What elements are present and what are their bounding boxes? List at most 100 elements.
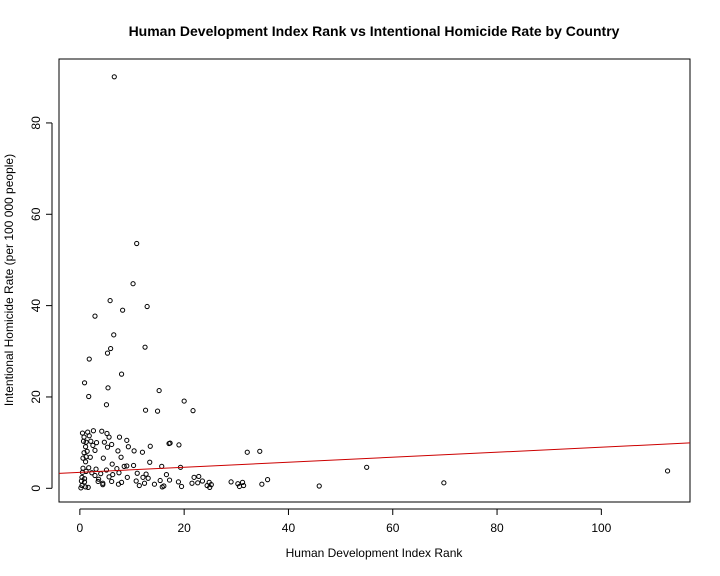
data-point <box>82 459 89 465</box>
data-point <box>159 484 165 490</box>
plot-frame <box>58 58 691 503</box>
data-point <box>86 393 92 400</box>
y-tick-label: 0 <box>29 485 43 492</box>
y-tick-label: 40 <box>29 299 43 313</box>
data-point <box>118 371 125 377</box>
data-point <box>189 480 195 486</box>
data-point <box>264 477 271 483</box>
data-point <box>178 483 185 490</box>
data-point <box>104 350 111 356</box>
data-point <box>163 471 170 478</box>
data-point <box>80 438 87 444</box>
x-axis-label: Human Development Index Rank <box>286 546 464 560</box>
data-point <box>228 479 234 485</box>
data-point <box>111 332 117 338</box>
data-point <box>81 380 88 386</box>
data-point <box>108 345 114 352</box>
data-point <box>124 474 130 480</box>
data-point <box>78 485 84 491</box>
data-point <box>131 448 137 454</box>
data-point <box>191 474 197 480</box>
data-point <box>130 462 137 469</box>
data-point <box>83 468 89 475</box>
data-point <box>144 303 150 310</box>
data-point <box>89 470 95 476</box>
y-tick-label: 80 <box>29 116 43 130</box>
data-point <box>195 480 201 486</box>
data-point <box>104 444 111 450</box>
data-point <box>103 467 110 473</box>
data-point <box>118 454 124 460</box>
data-point <box>142 344 148 350</box>
data-point <box>257 448 263 454</box>
data-point <box>116 434 123 440</box>
data-point <box>83 439 89 445</box>
data-point <box>116 470 122 476</box>
x-tick-label: 100 <box>591 521 611 535</box>
data-point <box>199 478 206 484</box>
data-point <box>190 408 196 414</box>
data-point <box>93 440 100 446</box>
data-point <box>133 478 139 484</box>
data-point <box>101 439 107 445</box>
data-point <box>105 385 111 391</box>
data-point <box>151 481 158 487</box>
data-point <box>441 480 447 486</box>
data-point <box>106 434 112 440</box>
data-point <box>140 474 146 480</box>
data-point <box>109 441 115 448</box>
data-point <box>156 387 162 394</box>
data-point <box>90 442 96 448</box>
data-point <box>99 428 105 434</box>
data-point <box>87 454 93 460</box>
data-point <box>364 464 370 470</box>
y-axis: 0 20 40 60 80 <box>29 116 53 492</box>
trend-line-group <box>58 442 691 474</box>
data-point <box>143 471 149 477</box>
data-point <box>241 482 247 489</box>
data-point <box>110 471 116 478</box>
data-point <box>100 482 106 488</box>
data-points <box>78 74 671 491</box>
data-point <box>79 430 86 436</box>
data-point <box>92 472 98 479</box>
data-point <box>664 468 671 474</box>
x-tick-label: 60 <box>386 521 400 535</box>
data-point <box>154 408 161 414</box>
data-point <box>107 297 113 304</box>
data-point <box>124 463 130 469</box>
data-point <box>109 461 115 467</box>
data-point <box>166 477 173 483</box>
data-point <box>130 281 136 287</box>
data-point <box>196 473 202 480</box>
data-point <box>81 434 87 440</box>
data-point <box>82 444 89 450</box>
data-point <box>115 448 121 454</box>
data-point <box>124 437 130 443</box>
data-point <box>106 474 112 480</box>
data-point <box>96 476 102 482</box>
data-point <box>244 449 250 455</box>
data-point <box>86 356 92 362</box>
data-point <box>100 455 106 461</box>
data-point <box>121 463 127 469</box>
data-point <box>104 430 110 437</box>
data-point <box>93 466 99 472</box>
data-point <box>316 483 322 489</box>
data-point <box>120 307 126 313</box>
data-point <box>239 479 246 485</box>
data-point <box>125 444 131 450</box>
data-point <box>207 484 213 490</box>
data-point <box>98 471 104 477</box>
data-point <box>139 449 146 455</box>
data-point <box>147 443 153 449</box>
data-point <box>259 481 265 487</box>
data-point <box>136 482 142 489</box>
data-point <box>115 481 122 487</box>
x-tick-label: 80 <box>490 521 504 535</box>
y-tick-label: 20 <box>29 390 43 404</box>
chart-title: Human Development Index Rank vs Intentio… <box>129 23 620 39</box>
data-point <box>92 447 98 453</box>
data-point <box>181 398 187 404</box>
data-point <box>145 475 151 481</box>
